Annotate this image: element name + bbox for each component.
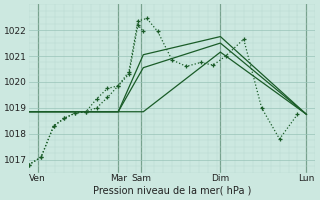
X-axis label: Pression niveau de la mer( hPa ): Pression niveau de la mer( hPa ) <box>93 186 251 196</box>
